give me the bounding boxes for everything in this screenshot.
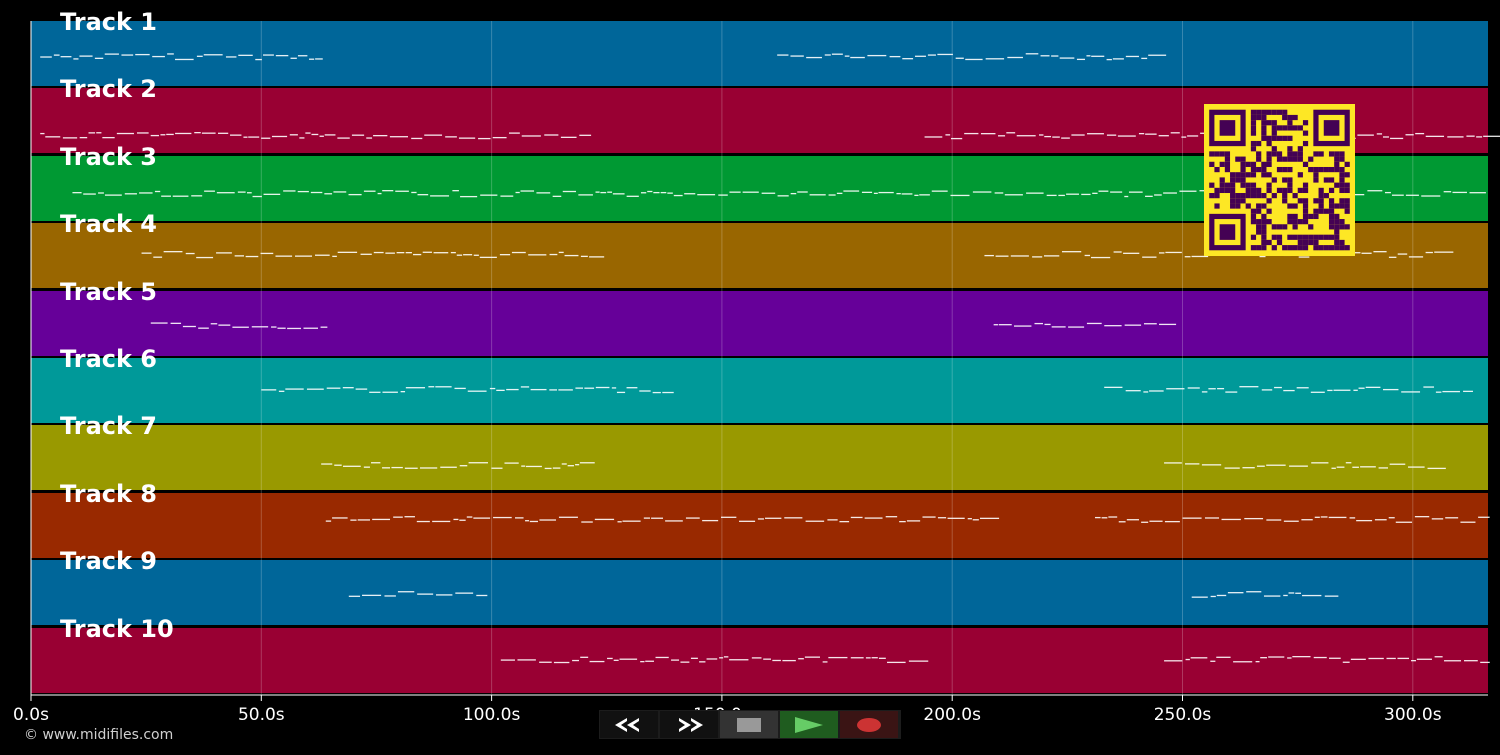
time-tick-label: 300.0s [1384,705,1442,725]
fast-forward-button[interactable] [659,710,719,739]
rewind-button[interactable] [599,710,659,739]
time-tick-label: 200.0s [923,705,981,725]
track-lane: Track 1 [31,8,1488,86]
track-label: Track 5 [60,277,158,306]
fast-forward-icon [679,717,703,732]
rewind-icon [615,717,639,732]
time-tick-label: 0.0s [13,705,49,725]
track-label: Track 2 [60,75,158,104]
track-label: Track 3 [60,142,158,171]
track-lane: Track 10 [31,615,1488,693]
stop-icon [737,717,761,732]
track-lane: Track 9 [31,547,1488,626]
track-label: Track 7 [60,412,158,441]
qr-code-icon [1204,104,1355,256]
track-label: Track 6 [60,345,158,373]
track-label: Track 4 [60,210,158,239]
track-label: Track 10 [60,614,174,643]
track-lane: Track 6 [31,345,1488,423]
track-label: Track 8 [60,479,158,508]
track-label: Track 9 [60,547,158,576]
stop-button[interactable] [719,710,779,739]
track-lane: Track 5 [31,278,1488,356]
track-lane: Track 8 [31,480,1488,558]
time-tick-label: 50.0s [237,705,285,725]
record-button[interactable] [839,710,899,739]
time-tick-label: 100.0s [462,705,521,725]
qr-pattern [1209,109,1350,251]
transport-controls [599,710,901,739]
copyright-text: © www.midifiles.com [24,727,174,743]
track-lane: Track 7 [31,412,1488,491]
play-icon [795,716,823,733]
record-icon [857,717,881,732]
track-label: Track 1 [60,8,158,36]
play-button[interactable] [779,710,839,739]
time-tick-label: 250.0s [1153,705,1212,725]
